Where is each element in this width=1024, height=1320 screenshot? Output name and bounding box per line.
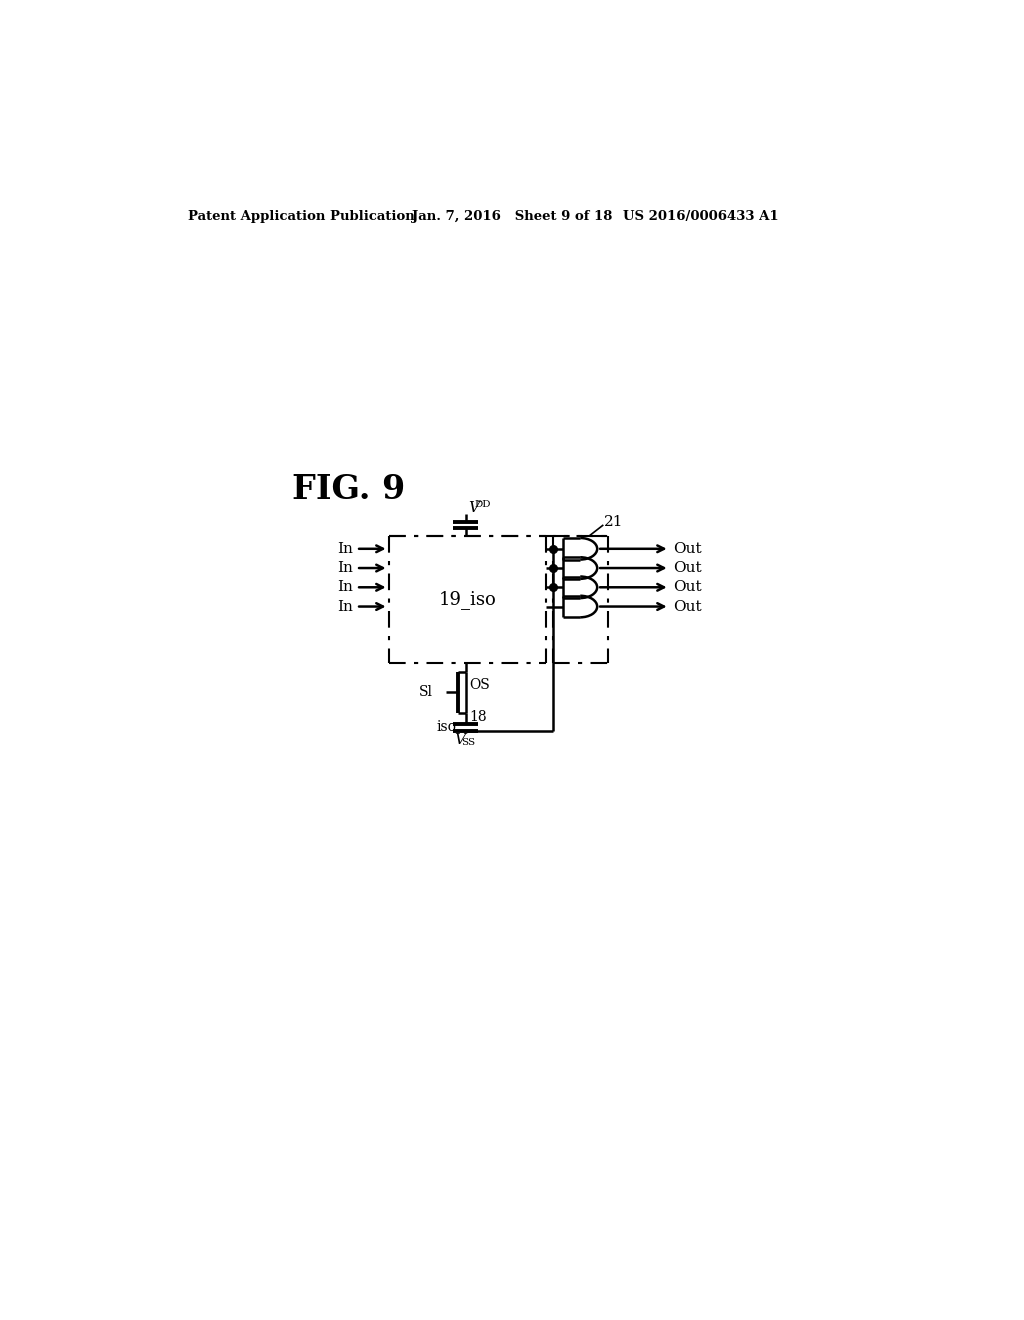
Text: iso: iso — [436, 721, 457, 734]
Text: In: In — [337, 581, 353, 594]
Text: Out: Out — [674, 599, 702, 614]
Text: V: V — [468, 502, 479, 515]
Text: 19_iso: 19_iso — [438, 590, 497, 609]
Text: Patent Application Publication: Patent Application Publication — [188, 210, 415, 223]
Text: FIG. 9: FIG. 9 — [292, 473, 406, 506]
Text: 18: 18 — [469, 710, 487, 723]
Text: In: In — [337, 561, 353, 576]
Text: OS: OS — [469, 678, 490, 693]
Text: In: In — [337, 599, 353, 614]
Text: Out: Out — [674, 561, 702, 576]
Text: V: V — [454, 733, 465, 747]
Text: SS: SS — [461, 738, 475, 747]
Text: Out: Out — [674, 581, 702, 594]
Text: 21: 21 — [604, 515, 624, 529]
Text: Out: Out — [674, 541, 702, 556]
Text: In: In — [337, 541, 353, 556]
Text: Sl: Sl — [419, 685, 433, 698]
Text: Jan. 7, 2016   Sheet 9 of 18: Jan. 7, 2016 Sheet 9 of 18 — [412, 210, 612, 223]
Text: DD: DD — [475, 500, 492, 510]
Text: US 2016/0006433 A1: US 2016/0006433 A1 — [624, 210, 779, 223]
